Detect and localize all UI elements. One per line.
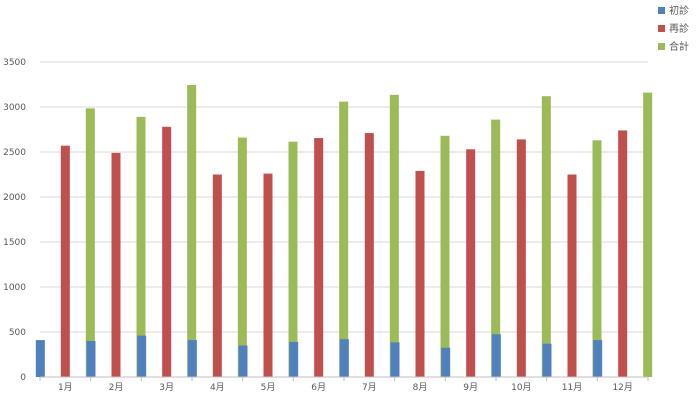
bar-2 (618, 130, 628, 377)
bar-3 (85, 108, 95, 377)
legend-swatch (658, 43, 665, 50)
x-tick-label: 1月 (58, 382, 73, 393)
x-tick-label: 6月 (311, 382, 326, 393)
x-axis: 1月 2月 3月 4月 5月 6月 7月 8月 9月 10月 11月 12月 (39, 376, 649, 393)
x-tick-label: 2月 (109, 382, 124, 393)
x-tick-label: 12月 (612, 382, 632, 393)
bar-3 (491, 119, 501, 377)
bar-3 (136, 116, 146, 378)
bar-1 (289, 341, 299, 377)
bar-2 (314, 138, 324, 377)
legend-swatch (658, 7, 665, 14)
bar-3 (389, 94, 399, 377)
bar-1 (238, 345, 248, 377)
bar-2 (60, 145, 70, 377)
bar-3 (643, 92, 653, 377)
bar-2 (111, 152, 121, 377)
bar-1 (390, 342, 400, 377)
bar-2 (364, 133, 374, 377)
bar-1 (491, 334, 501, 377)
bar-1 (35, 340, 45, 377)
legend-swatch (658, 25, 665, 32)
bar-3 (339, 101, 349, 377)
x-tick-label: 7月 (362, 382, 377, 393)
y-tick-label: 0 (20, 373, 26, 383)
legend-label: 初診 (669, 4, 689, 17)
bar-2 (212, 174, 222, 377)
bar-2 (263, 173, 273, 377)
bar-2 (516, 139, 526, 377)
bar-1 (137, 335, 147, 377)
legend-label: 再診 (669, 22, 689, 35)
bar-3 (440, 135, 450, 377)
bar-2 (162, 126, 172, 377)
x-tick-label: 11月 (562, 382, 582, 393)
x-tick-label: 10月 (511, 382, 531, 393)
y-tick-label: 2500 (3, 148, 26, 158)
y-tick-label: 2000 (3, 193, 26, 203)
y-tick-label: 3000 (3, 103, 26, 113)
x-tick-label: 8月 (413, 382, 428, 393)
bar-3 (187, 84, 197, 377)
x-tick-label: 9月 (463, 382, 478, 393)
bar-2 (567, 174, 577, 377)
bar-1 (86, 341, 96, 377)
bar-1 (441, 347, 451, 377)
bar-3 (288, 141, 298, 377)
y-tick-label: 1500 (3, 238, 26, 248)
bar-1 (542, 343, 552, 377)
bar-2 (466, 149, 476, 377)
bar-1 (593, 340, 603, 377)
y-tick-label: 1000 (3, 283, 26, 293)
y-axis: 0 500 1000 1500 2000 2500 3000 3500 (3, 58, 26, 383)
x-tick-label: 4月 (210, 382, 225, 393)
bars (35, 84, 653, 378)
bar-1 (187, 340, 197, 377)
bar-1 (339, 339, 349, 377)
bar-3 (237, 137, 247, 377)
x-tick-label: 3月 (159, 382, 174, 393)
x-tick-label: 5月 (261, 382, 276, 393)
bar-3 (541, 96, 551, 377)
bar-2 (415, 170, 425, 377)
y-tick-label: 3500 (3, 58, 26, 68)
bar-3 (592, 140, 602, 377)
y-tick-label: 500 (9, 328, 26, 338)
legend-label: 合計 (669, 40, 689, 53)
